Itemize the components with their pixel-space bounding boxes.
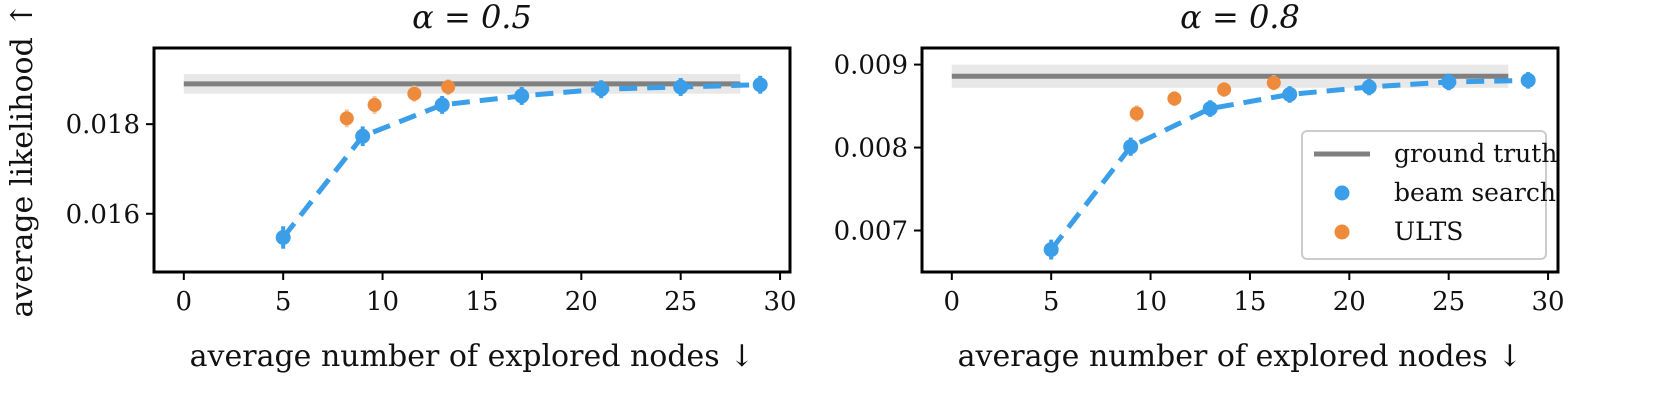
- panel-1: α = 0.5 0 5 10 15 20 25 30 0.016 0.018 average num…: [66, 0, 797, 374]
- x-axis-label: average number of explored nodes ↓: [958, 339, 1523, 374]
- x-tick-label: 0: [176, 287, 193, 317]
- legend-dot-swatch: [1334, 224, 1350, 240]
- beam-search-point: [593, 81, 609, 97]
- legend-label: beam search: [1394, 178, 1556, 207]
- beam-search-point: [355, 128, 371, 144]
- beam-search-point: [1361, 79, 1377, 95]
- x-tick-label: 5: [1043, 287, 1060, 317]
- y-tick-label: 0.007: [834, 217, 908, 247]
- x-tick-label: 5: [275, 287, 292, 317]
- beam-search-point: [1202, 101, 1218, 117]
- beam-search-point: [1043, 242, 1059, 258]
- plot-frame: [152, 46, 792, 274]
- y-tick-label: 0.018: [66, 110, 140, 140]
- legend-dot-swatch: [1334, 185, 1350, 201]
- ults-point: [441, 79, 456, 94]
- beam-search-point: [1441, 74, 1457, 90]
- x-tick-label: 20: [1333, 287, 1366, 317]
- panel-title: α = 0.8: [1180, 0, 1300, 36]
- ults-point: [1266, 75, 1281, 90]
- legend-box: [1301, 130, 1547, 260]
- x-tick-label: 15: [465, 287, 498, 317]
- legend: ground truth beam search ULTS: [1301, 130, 1557, 260]
- beam-search-point: [434, 97, 450, 113]
- legend-label: ground truth: [1394, 139, 1557, 168]
- beam-search-point: [1520, 72, 1536, 88]
- x-tick-label: 25: [1432, 287, 1465, 317]
- beam-search-point: [673, 79, 689, 95]
- x-tick-label: 25: [664, 287, 697, 317]
- beam-search-point: [1123, 139, 1139, 155]
- x-tick-label: 0: [944, 287, 961, 317]
- x-tick-label: 20: [565, 287, 598, 317]
- y-tick-label: 0.008: [834, 134, 908, 164]
- x-tick-label: 10: [1134, 287, 1167, 317]
- plot-frame: [920, 46, 1560, 274]
- ults-point: [339, 111, 354, 126]
- ults-point: [407, 86, 422, 101]
- x-axis-label: average number of explored nodes ↓: [190, 339, 755, 374]
- ults-point: [1217, 82, 1232, 97]
- x-tick-label: 30: [764, 287, 797, 317]
- legend-label: ULTS: [1394, 217, 1463, 246]
- y-tick-label: 0.016: [66, 200, 140, 230]
- panel-title: α = 0.5: [412, 0, 532, 36]
- panel-2: α = 0.8 0 5 10 15 20 25 30 0.007 0.008 0.009 averag…: [834, 0, 1565, 374]
- x-tick-label: 30: [1532, 287, 1565, 317]
- x-tick-label: 15: [1233, 287, 1266, 317]
- ults-point: [1129, 106, 1144, 121]
- beam-search-line: [281, 82, 761, 240]
- beam-search-point: [514, 88, 530, 104]
- beam-search-point: [752, 77, 768, 93]
- ults-point: [1167, 91, 1182, 106]
- y-axis-label: average likelihood ↑: [5, 3, 40, 318]
- y-tick-label: 0.009: [834, 51, 908, 81]
- beam-search-point: [1282, 86, 1298, 102]
- x-tick-label: 10: [366, 287, 399, 317]
- ults-point: [367, 97, 382, 112]
- beam-search-point: [275, 230, 291, 246]
